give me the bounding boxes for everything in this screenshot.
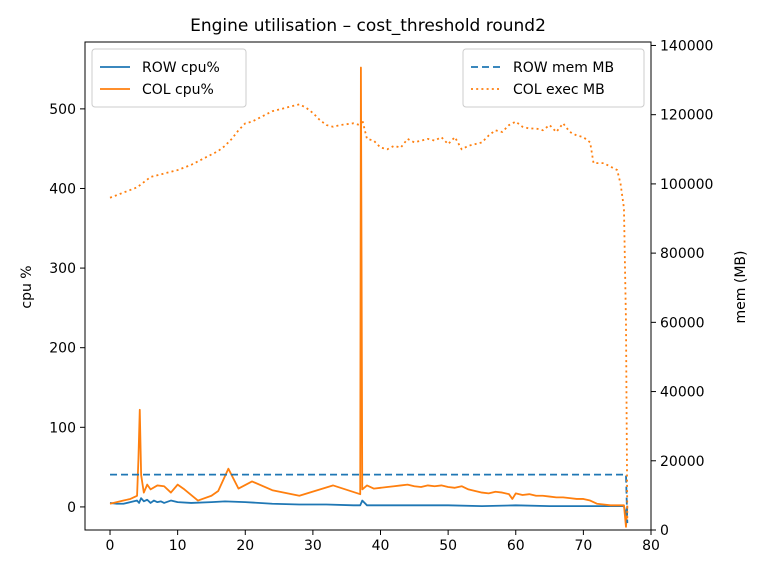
y2-axis-label: mem (MB) [733,251,749,324]
y-tick-label: 200 [49,341,76,357]
y2-tick-label: 0 [660,523,669,539]
plot-area [109,66,629,528]
y-tick-label: 300 [49,261,76,277]
legend-right: ROW mem MB COL exec MB [462,48,645,108]
x-tick-label: 80 [642,538,660,554]
plot-frame [84,41,652,531]
series-line-col-exec-mb [109,103,629,520]
legend-label: ROW mem MB [513,60,614,76]
y2-tick-label: 120000 [660,108,713,124]
x-tick-label: 50 [439,538,457,554]
y2-tick-label: 20000 [660,454,705,470]
series-line-row-cpu- [109,497,629,516]
y-tick-label: 100 [49,420,76,436]
y-axis-label: cpu % [19,265,35,308]
legend-box [91,48,247,108]
x-tick-label: 60 [507,538,525,554]
y2-tick-label: 100000 [660,177,713,193]
x-tick-label: 70 [574,538,592,554]
series-line-row-mem-mb [110,473,629,524]
y-tick-label: 500 [49,102,76,118]
y2-tick-label: 80000 [660,246,705,262]
x-tick-label: 40 [372,538,390,554]
axes: 0 10 20 30 40 50 60 70 8001002003004005000200004… [49,38,713,554]
legend-left: ROW cpu% COL cpu% [91,48,247,108]
chart-title: Engine utilisation – cost_threshold roun… [190,16,546,36]
y2-tick-label: 60000 [660,315,705,331]
y2-tick-label: 40000 [660,385,705,401]
x-tick-label: 30 [304,538,322,554]
x-tick-label: 10 [169,538,187,554]
series-line-col-cpu- [109,66,629,528]
y2-tick-label: 140000 [660,38,713,54]
x-tick-label: 0 [106,538,115,554]
x-tick-label: 20 [236,538,254,554]
legend-label: COL exec MB [513,82,605,98]
legend-label: ROW cpu% [142,60,220,76]
y-tick-label: 400 [49,181,76,197]
legend-box [462,48,645,108]
y-tick-label: 0 [67,500,76,516]
legend-label: COL cpu% [142,82,214,98]
